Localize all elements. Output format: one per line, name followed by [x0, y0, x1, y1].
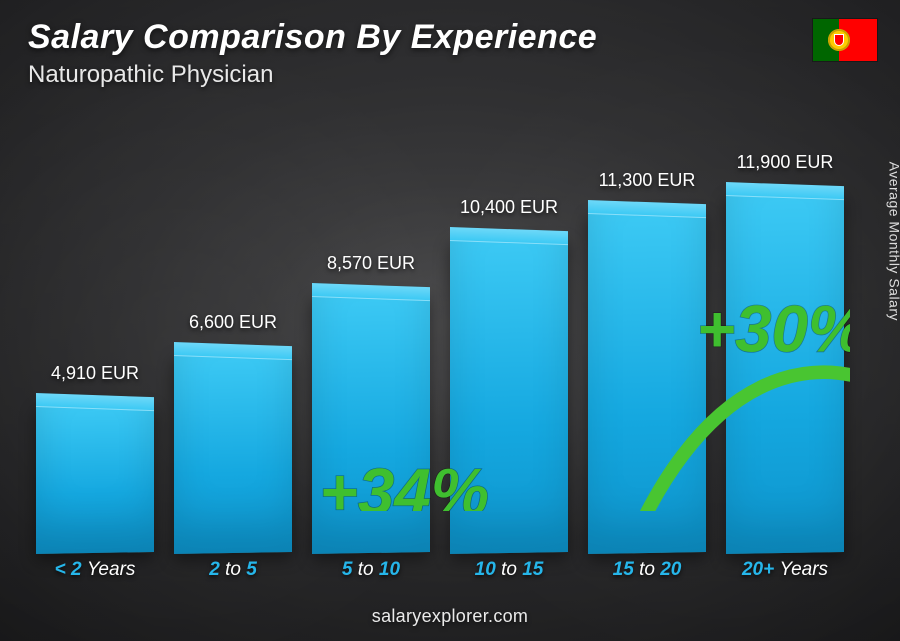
- country-flag-portugal: [812, 18, 878, 62]
- bar: [174, 352, 292, 554]
- x-axis-label: 10 to 15: [450, 559, 568, 581]
- bars-container: 4,910 EUR 6,600 EUR 8,570 EUR 10,400 EUR 11,…: [30, 123, 850, 553]
- y-axis-label: Average Monthly Salary: [886, 161, 900, 320]
- bar-front-face: [726, 192, 844, 554]
- bar-value-label: 11,300 EUR: [599, 170, 696, 191]
- bar: [726, 192, 844, 554]
- salary-bar-chart: 4,910 EUR 6,600 EUR 8,570 EUR 10,400 EUR 11,…: [30, 101, 850, 581]
- bar-front-face: [36, 403, 154, 554]
- bar-slot: 8,570 EUR: [312, 253, 430, 553]
- bar-slot: 11,300 EUR: [588, 170, 706, 553]
- x-axis-label: 15 to 20: [588, 559, 706, 581]
- x-axis-label: 5 to 10: [312, 559, 430, 581]
- x-axis-label: < 2 Years: [36, 559, 154, 581]
- bar: [450, 237, 568, 554]
- bar-slot: 10,400 EUR: [450, 197, 568, 553]
- bar: [36, 403, 154, 554]
- bar-value-label: 6,600 EUR: [189, 312, 277, 333]
- bar-front-face: [312, 293, 430, 554]
- bar-front-face: [450, 237, 568, 554]
- x-axis-label: 2 to 5: [174, 559, 292, 581]
- attribution: salaryexplorer.com: [0, 606, 900, 627]
- bar: [588, 210, 706, 554]
- flag-shield: [834, 34, 844, 46]
- x-axis-labels: < 2 Years 2 to 5 5 to 10 10 to 15 15 to 20 20…: [30, 559, 850, 581]
- bar-value-label: 8,570 EUR: [327, 253, 415, 274]
- title-block: Salary Comparison By Experience Naturopa…: [28, 18, 597, 89]
- page-subtitle: Naturopathic Physician: [28, 61, 597, 89]
- bar-value-label: 4,910 EUR: [51, 363, 139, 384]
- page-title: Salary Comparison By Experience: [28, 18, 597, 57]
- bar-front-face: [174, 352, 292, 554]
- bar: [312, 293, 430, 554]
- bar-slot: 11,900 EUR: [726, 152, 844, 553]
- x-axis-label: 20+ Years: [726, 559, 844, 581]
- bar-value-label: 10,400 EUR: [460, 197, 558, 218]
- bar-front-face: [588, 210, 706, 554]
- bar-slot: 4,910 EUR: [36, 363, 154, 553]
- bar-value-label: 11,900 EUR: [737, 152, 834, 173]
- bar-slot: 6,600 EUR: [174, 312, 292, 553]
